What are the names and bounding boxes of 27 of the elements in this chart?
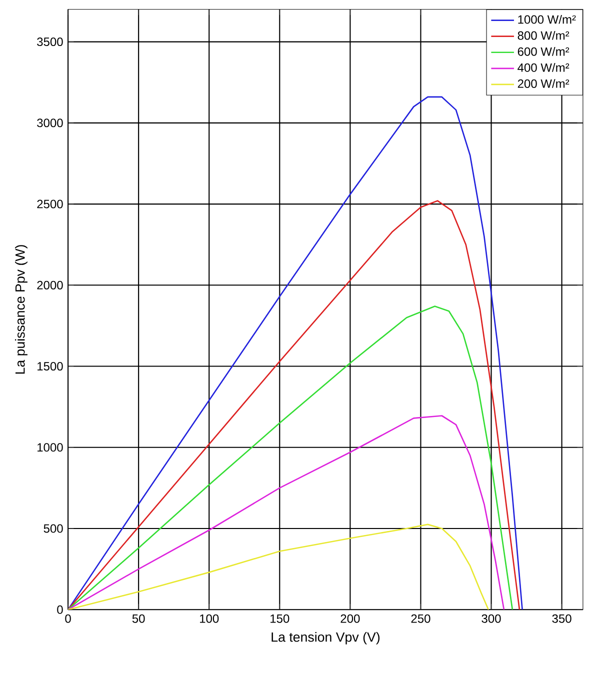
x-tick-label: 150 [270, 614, 290, 623]
x-tick-label: 0 [65, 614, 71, 623]
line-series [68, 415, 504, 610]
line-series [68, 200, 520, 610]
legend-label: 600 W/m² [518, 47, 569, 56]
x-tick-label: 50 [132, 614, 145, 623]
legend-label: 800 W/m² [518, 30, 569, 40]
y-tick-label: 3000 [36, 118, 63, 128]
line-series [68, 306, 513, 610]
y-tick-label: 2000 [37, 280, 63, 290]
y-tick-label: 1000 [37, 443, 63, 452]
x-tick-label: 200 [340, 614, 360, 623]
x-tick-label: 350 [552, 614, 572, 623]
x-tick-label: 100 [200, 614, 219, 623]
legend-label: 400 W/m² [517, 63, 569, 72]
x-axis-title: La tension Vpv (V) [272, 632, 380, 644]
y-tick-label: 0 [56, 605, 63, 614]
legend-label: 1000 W/m² [518, 14, 576, 24]
y-tick-label: 500 [44, 524, 63, 533]
y-tick-label: 1500 [37, 362, 63, 371]
line-series [68, 524, 489, 610]
y-tick-label: 2500 [37, 200, 63, 208]
x-tick-label: 300 [482, 614, 501, 623]
x-tick-label: 250 [411, 614, 430, 623]
y-axis-title: La puissance Ppv (W) [14, 245, 28, 374]
legend-label: 200 W/m² [518, 79, 569, 88]
y-tick-label: 3500 [36, 38, 63, 46]
